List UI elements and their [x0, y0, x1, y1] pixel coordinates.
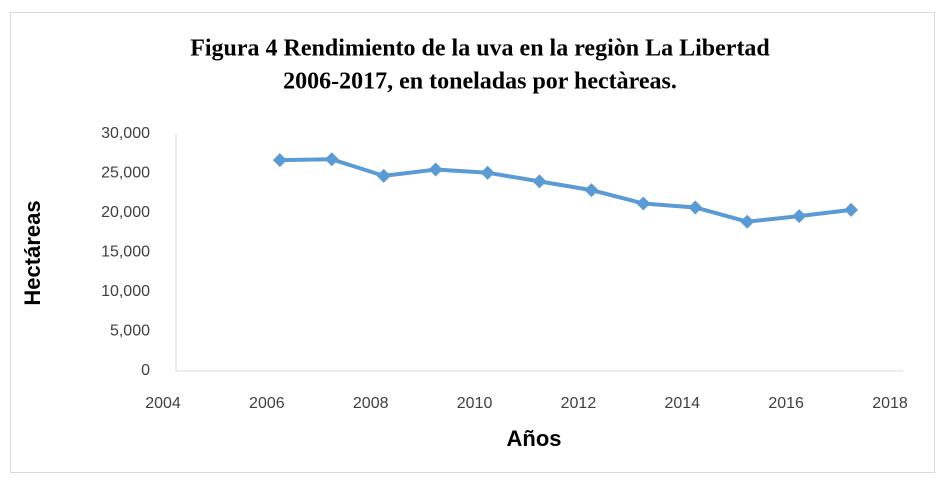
y-axis-label: Hectáreas	[20, 200, 45, 305]
y-tick-label: 25,000	[101, 165, 150, 182]
marker	[324, 152, 339, 167]
chart-title: Figura 4 Rendimiento de la uva en la reg…	[190, 36, 770, 62]
marker	[532, 174, 547, 189]
x-tick-label: 2018	[872, 395, 908, 412]
y-tick-label: 5,000	[110, 323, 150, 340]
marker	[740, 214, 755, 229]
x-tick-label: 2010	[457, 395, 493, 412]
y-tick-label: 30,000	[101, 125, 150, 142]
x-tick-label: 2014	[664, 395, 700, 412]
marker	[636, 196, 651, 211]
marker	[376, 168, 391, 183]
y-tick-label: 20,000	[101, 204, 150, 221]
marker	[480, 165, 495, 180]
line	[279, 157, 852, 224]
marker	[688, 200, 703, 215]
x-tick-label: 2012	[561, 395, 597, 412]
x-tick-label: 2004	[145, 395, 181, 412]
marker	[272, 153, 287, 168]
x-tick-label: 2016	[768, 395, 804, 412]
marker	[428, 162, 443, 177]
x-tick-label: 2008	[353, 395, 389, 412]
y-tick-label: 0	[141, 362, 150, 379]
chart-frame	[10, 12, 935, 473]
marker	[584, 183, 599, 198]
marker	[844, 202, 859, 217]
y-tick-label: 10,000	[101, 283, 150, 300]
x-tick-label: 2006	[249, 395, 285, 412]
x-axis-label: Años	[507, 426, 562, 451]
y-tick-label: 15,000	[101, 244, 150, 261]
chart-title: 2006-2017, en toneladas por hectàreas.	[283, 69, 677, 95]
marker	[792, 209, 807, 224]
